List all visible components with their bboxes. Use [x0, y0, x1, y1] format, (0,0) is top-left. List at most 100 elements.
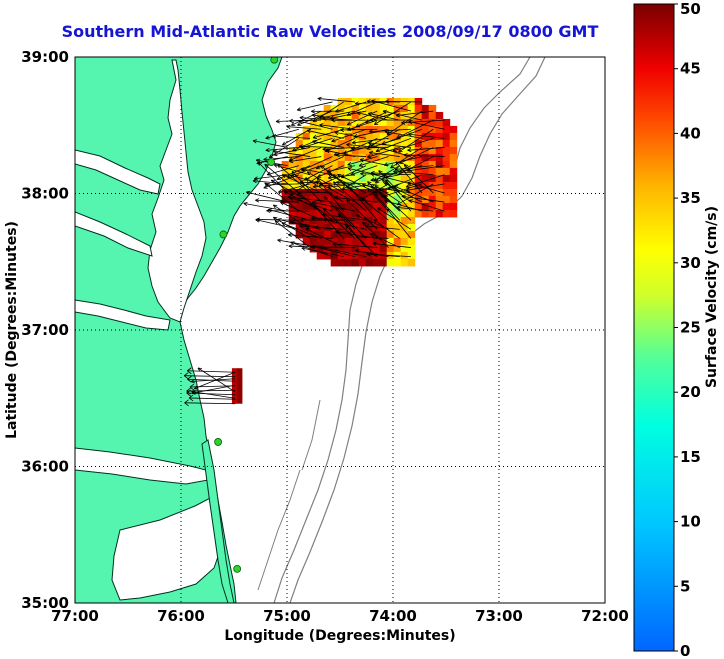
radar-station-marker[interactable]: [219, 230, 228, 239]
velocity-arrow: [312, 140, 344, 148]
velocity-arrow: [312, 245, 355, 258]
velocity-cell: [428, 209, 437, 218]
velocity-cell: [288, 181, 297, 190]
velocity-cell: [358, 188, 367, 197]
radar-station-marker[interactable]: [233, 564, 242, 573]
map-layers: [75, 56, 605, 603]
velocity-cell: [400, 223, 409, 232]
velocity-cell: [393, 188, 402, 197]
velocity-cell: [400, 104, 409, 113]
velocity-cell: [414, 118, 423, 127]
colorbar-tick-label: 45: [680, 60, 701, 78]
velocity-arrow-head: [323, 196, 329, 201]
lat-tick-label: 36:00: [21, 458, 69, 476]
velocity-cell: [442, 118, 451, 127]
velocity-arrow: [252, 180, 288, 185]
velocity-cell: [365, 223, 374, 232]
velocity-arrow-head: [288, 244, 293, 249]
velocity-arrow: [303, 165, 333, 181]
velocity-arrow: [246, 191, 288, 203]
velocity-arrow: [289, 156, 322, 163]
velocity-cell: [344, 167, 353, 176]
velocity-arrow-head: [385, 179, 390, 184]
velocity-arrow: [265, 128, 300, 139]
velocity-arrow-head: [296, 107, 302, 112]
velocity-cell: [449, 209, 458, 218]
velocity-cell: [330, 125, 339, 134]
velocity-cell: [337, 160, 346, 169]
velocity-arrow-head: [272, 134, 277, 139]
velocity-arrow-head: [368, 111, 373, 117]
velocity-arrow-head: [354, 101, 359, 106]
velocity-cell: [351, 97, 360, 106]
velocity-cell: [236, 388, 243, 394]
velocity-cell: [281, 181, 290, 190]
velocity-arrow-head: [257, 161, 263, 166]
velocity-arrow-head: [367, 154, 372, 159]
lon-tick-label: 74:00: [369, 607, 417, 625]
velocity-cell: [344, 118, 353, 127]
colorbar-tick-label: 5: [680, 577, 690, 595]
velocity-cell: [442, 160, 451, 169]
velocity-arrow: [407, 165, 445, 172]
velocity-cell: [407, 230, 416, 239]
velocity-arrow: [282, 174, 322, 194]
velocity-arrow-head: [340, 127, 345, 132]
velocity-arrow: [362, 221, 389, 248]
velocity-arrow-head: [374, 193, 379, 198]
velocity-arrow-head: [286, 124, 291, 129]
velocity-cell: [309, 216, 318, 225]
velocity-cell: [435, 132, 444, 141]
velocity-cell: [400, 237, 409, 246]
velocity-cell: [295, 146, 304, 155]
velocity-cell: [316, 153, 325, 162]
velocity-cell: [435, 209, 444, 218]
velocity-arrow: [398, 128, 434, 153]
velocity-cell: [337, 216, 346, 225]
velocity-cell: [351, 216, 360, 225]
velocity-cell: [365, 202, 374, 211]
velocity-cell: [330, 209, 339, 218]
velocity-cell: [386, 244, 395, 253]
velocity-cell: [337, 132, 346, 141]
velocity-arrow: [316, 177, 345, 212]
velocity-arrow-head: [243, 201, 248, 207]
velocity-cell: [393, 244, 402, 253]
radar-station-marker[interactable]: [267, 158, 276, 167]
map-title: Southern Mid-Atlantic Raw Velocities 200…: [61, 22, 599, 41]
radar-station-marker[interactable]: [214, 438, 223, 446]
velocity-cell: [236, 383, 243, 389]
velocity-cell: [295, 223, 304, 232]
velocity-arrow-head: [373, 219, 378, 224]
velocity-arrow: [266, 165, 300, 176]
velocity-arrow-head: [331, 118, 336, 123]
velocity-arrow: [323, 208, 356, 239]
velocity-cell: [407, 223, 416, 232]
velocity-arrow-head: [311, 216, 316, 221]
velocity-arrow-head: [281, 174, 287, 179]
colorbar: [633, 3, 675, 652]
velocity-cell: [449, 188, 458, 197]
radar-station-marker[interactable]: [270, 56, 279, 64]
velocity-cell: [295, 160, 304, 169]
velocity-arrow-head: [405, 187, 410, 192]
velocity-cell: [442, 139, 451, 148]
velocity-cell: [358, 132, 367, 141]
velocity-cell: [323, 209, 332, 218]
velocity-cell: [365, 167, 374, 176]
velocity-arrow: [352, 137, 389, 144]
velocity-cell: [330, 188, 339, 197]
velocity-cell: [400, 251, 409, 260]
velocity-cell: [400, 132, 409, 141]
velocity-cell: [330, 146, 339, 155]
velocity-arrow-head: [300, 167, 305, 172]
velocity-arrow-head: [310, 244, 314, 249]
velocity-cell: [323, 237, 332, 246]
velocity-arrow-head: [311, 244, 317, 249]
velocity-arrow-head: [297, 192, 302, 197]
velocity-arrow: [335, 206, 367, 239]
velocity-arrow: [369, 152, 400, 157]
velocity-cell: [344, 146, 353, 155]
velocity-cell: [330, 153, 339, 162]
